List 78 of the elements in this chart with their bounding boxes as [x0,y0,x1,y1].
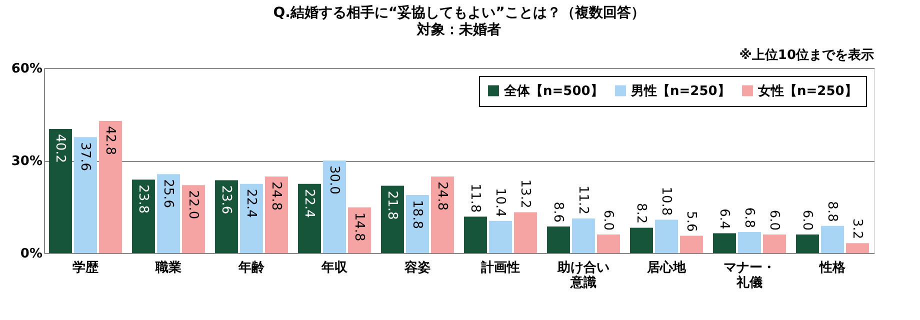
y-tick-label: 0% [20,246,42,262]
data-label: 6.0 [799,210,814,230]
bar [156,174,180,253]
bar [48,129,72,253]
bar [240,184,264,253]
data-label: 22.0 [186,190,201,220]
data-label: 30.0 [326,166,342,194]
data-label: 3.2 [850,218,865,240]
data-label: 8.8 [824,201,840,222]
bar [74,137,98,253]
data-label: 22.4 [244,188,258,218]
x-tick-label: 年齢 [238,260,266,276]
bar [514,212,538,253]
data-label: 11.8 [467,184,482,213]
bar [99,121,122,253]
bar [298,184,321,253]
data-label: 18.8 [410,200,424,229]
data-label: 8.2 [633,203,648,224]
bar [712,233,736,253]
bar [406,195,430,253]
bar [182,185,206,253]
bar [796,234,819,253]
y-tick-label: 60% [11,62,42,76]
x-tick-label: 職業 [154,260,182,276]
bar [597,234,620,253]
x-tick-label: 性格 [818,260,846,276]
bar [380,186,404,253]
data-label: 6.0 [600,210,616,230]
bar [132,180,155,253]
x-tick-label: 居心地 [646,260,687,276]
bar [488,220,512,253]
data-label: 40.2 [52,134,68,164]
legend-label: 女性【n=250】 [757,82,858,99]
data-label: 8.6 [550,202,566,222]
data-label: 24.8 [434,182,450,210]
data-label: 5.6 [684,211,699,232]
bar [820,226,844,253]
bar [680,236,704,253]
data-label: 6.8 [742,207,756,228]
data-label: 14.8 [352,212,367,242]
chart-subtitle: 対象：未婚者 [416,21,501,38]
data-label: 23.8 [135,184,150,214]
data-label: 10.4 [492,188,508,217]
bar [322,160,346,253]
legend-label: 男性【n=250】 [630,82,730,99]
data-label: 6.4 [716,208,732,230]
data-label: 42.8 [102,126,118,155]
x-tick-label: 計画性 [480,260,520,276]
x-tick-label: 容姿 [404,260,430,276]
bar [654,220,678,253]
x-tick-label: 助け合い意識 [556,260,610,290]
x-tick-label: 学歴 [72,260,100,276]
y-tick-label: 30% [11,154,42,169]
bar [846,243,870,253]
bar [630,228,653,253]
data-label: 25.6 [160,179,176,208]
x-tick-label: マナー・礼儀 [724,260,776,290]
bar [265,176,288,253]
legend-label: 全体【n=500】 [503,82,604,99]
data-label: 23.6 [218,185,234,214]
bar [738,232,762,253]
bar [431,176,454,253]
data-label: 22.4 [301,188,316,218]
chart-title: Q.結婚する相手に“妥協してもよい”ことは？（複数回答） [273,4,645,21]
x-tick-label: 年収 [320,260,348,276]
bar [546,226,570,253]
data-label: 37.6 [78,142,92,172]
bar [763,234,786,253]
data-label: 10.8 [658,186,674,216]
bar [464,216,487,253]
bar [572,218,596,253]
data-label: 11.2 [576,186,590,214]
text: ※上位10位までを表示 [739,48,874,63]
data-label: 13.2 [518,179,533,208]
bar [214,180,238,253]
data-label: 21.8 [384,190,400,220]
data-label: 6.0 [766,210,782,230]
data-label: 24.8 [268,182,284,210]
